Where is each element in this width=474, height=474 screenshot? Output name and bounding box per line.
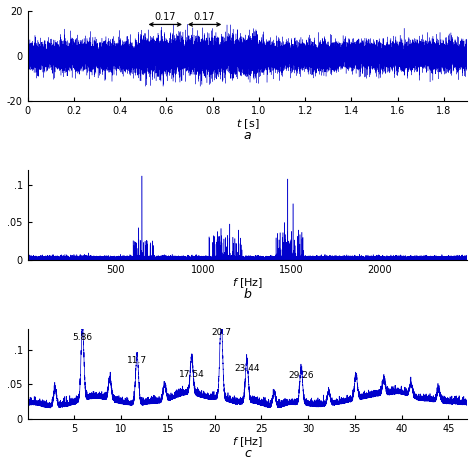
X-axis label: $f$ [Hz]: $f$ [Hz] [232, 276, 263, 290]
Text: 11.7: 11.7 [127, 356, 147, 365]
Text: 20.7: 20.7 [211, 328, 231, 337]
Text: 0.17: 0.17 [194, 12, 215, 22]
Text: 23.44: 23.44 [234, 364, 260, 373]
X-axis label: $f$ [Hz]: $f$ [Hz] [232, 435, 263, 449]
Text: a: a [244, 129, 251, 142]
X-axis label: $t$ [s]: $t$ [s] [236, 117, 259, 131]
Text: 17.54: 17.54 [179, 370, 204, 379]
Text: 0.17: 0.17 [155, 12, 176, 22]
Text: c: c [244, 447, 251, 460]
Text: 29.26: 29.26 [288, 371, 314, 380]
Text: b: b [244, 288, 251, 301]
Text: 5.86: 5.86 [73, 333, 92, 342]
